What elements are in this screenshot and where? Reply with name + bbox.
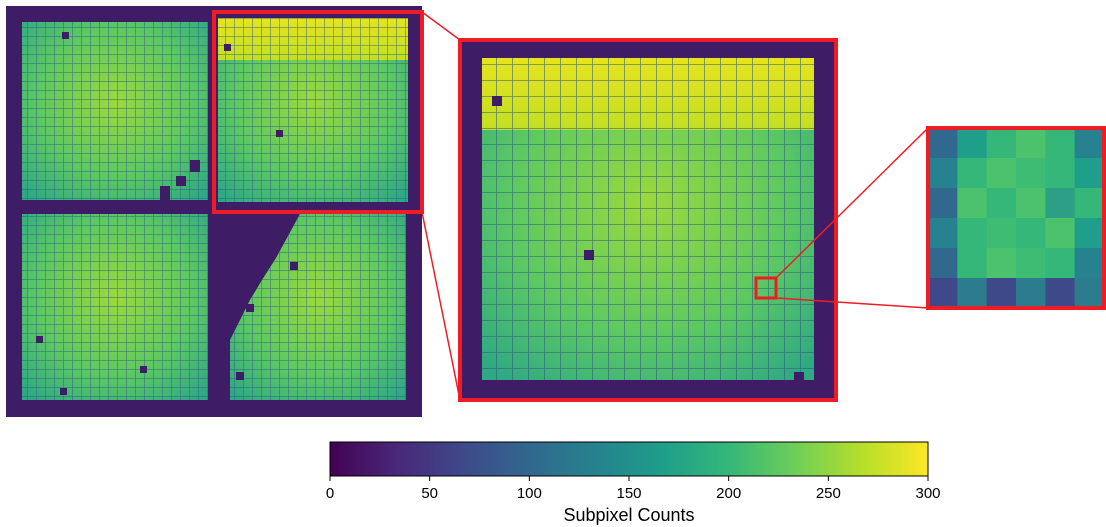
subpixel-cell	[957, 158, 988, 189]
dead-pixels	[36, 32, 298, 395]
colorbar-ticks: 0 50 100 150 200 250 300	[326, 476, 941, 502]
subpixel-cell	[957, 128, 988, 159]
zoom-region-quadrant	[212, 10, 424, 214]
subpixel-cell	[1045, 188, 1076, 219]
full-detector-map	[6, 6, 424, 417]
subpixel-cell	[1045, 128, 1076, 159]
colorbar-label: Subpixel Counts	[563, 505, 694, 525]
zoom-connectors-1	[421, 11, 461, 401]
subpixel-cell	[986, 248, 1017, 279]
colorbar-tick-label: 150	[616, 485, 641, 502]
subpixel-cell	[1016, 158, 1046, 189]
subpixel-cell	[986, 218, 1017, 249]
subpixel-zoom	[926, 126, 1106, 310]
colorbar-tick-label: 250	[816, 485, 841, 502]
quadrant-zoom-frame	[458, 38, 838, 402]
subpixel-cell	[1045, 218, 1076, 249]
subpixel-cell	[1074, 218, 1105, 249]
colorbar-gradient	[329, 441, 929, 477]
subpixel-cell	[1074, 188, 1105, 219]
colorbar-tick-label: 200	[716, 485, 741, 502]
subpixel-cell	[986, 188, 1017, 219]
subpixel-cell	[957, 278, 988, 309]
colorbar-tick-label: 100	[517, 485, 542, 502]
subpixel-cell	[957, 218, 988, 249]
subpixel-cell	[957, 248, 988, 279]
subpixel-cell	[928, 218, 958, 249]
subpixel-cell	[957, 188, 988, 219]
subpixel-cell	[1016, 188, 1046, 219]
colorbar-tick-label: 0	[326, 485, 334, 502]
subpixel-cell	[986, 278, 1017, 309]
subpixel-cell	[928, 128, 958, 159]
subpixel-cell	[928, 188, 958, 219]
subpixel-cell	[928, 278, 958, 309]
colorbar-tick-label: 300	[915, 485, 940, 502]
subpixel-cell	[1074, 278, 1105, 309]
dead-pixels-zoom	[492, 96, 804, 382]
subpixel-cell	[1016, 278, 1046, 309]
colorbar-tick-label: 50	[421, 485, 438, 502]
subpixel-cell	[986, 128, 1017, 159]
subpixel-cell	[1045, 278, 1076, 309]
subpixel-cell	[1016, 128, 1046, 159]
subpixel-cell	[928, 248, 958, 279]
zoom-region-subpixel	[754, 276, 778, 300]
subpixel-cell	[986, 158, 1017, 189]
subpixel-cell	[1045, 248, 1076, 279]
subpixel-cell	[1074, 248, 1105, 279]
subpixel-cell	[928, 158, 958, 189]
zoom-connectors-2	[775, 127, 929, 309]
colorbar: 0 50 100 150 200 250 300 Subpixel Counts	[326, 441, 941, 525]
subpixel-cell	[1016, 248, 1046, 279]
quadrant-zoom	[458, 38, 838, 402]
subpixel-cell	[1045, 158, 1076, 189]
subpixel-cell	[1074, 158, 1105, 189]
subpixel-cell	[1016, 218, 1046, 249]
subpixel-cell	[1074, 128, 1105, 159]
subpixel-zoom-frame	[926, 126, 1106, 310]
